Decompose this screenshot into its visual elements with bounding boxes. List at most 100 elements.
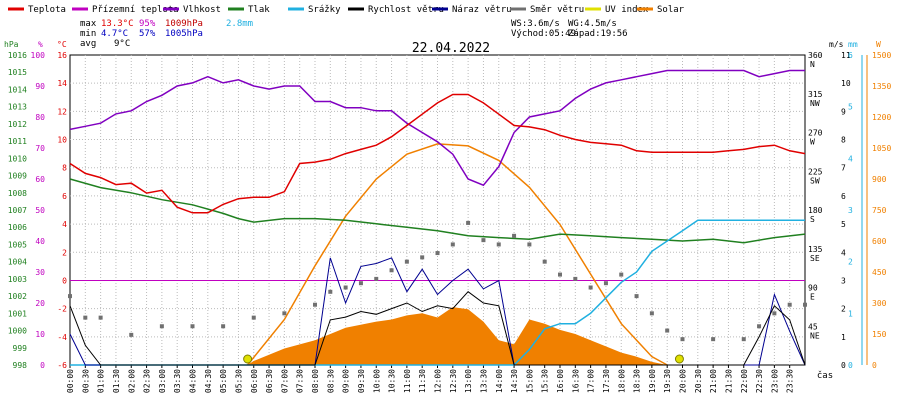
x-tick-label: 14:30 [510, 369, 519, 393]
series-winddir-point [649, 311, 654, 316]
series-winddir-point [665, 328, 670, 333]
x-tick-label: 15:30 [541, 369, 550, 393]
w-tick-label: 600 [872, 237, 887, 246]
temp-tick-label: -4 [57, 333, 67, 342]
x-tick-label: 20:00 [679, 369, 688, 393]
legend-label: UV index [605, 5, 649, 15]
stat-press-min: 1005hPa [165, 29, 203, 39]
dir-tick-label: S [810, 215, 815, 224]
stat-temp-min: 4.7°C [101, 29, 128, 39]
dir-tick-label: NE [810, 331, 820, 340]
hpa-tick-label: 1016 [8, 51, 27, 60]
series-uv-marker [243, 354, 253, 364]
series-winddir-point [757, 324, 762, 329]
series-solar-area [70, 307, 805, 365]
temp-axis-unit: °C [57, 40, 67, 49]
x-tick-label: 00:30 [81, 369, 90, 393]
x-tick-label: 16:30 [571, 369, 580, 393]
series-winddir-point [741, 337, 746, 342]
x-tick-label: 22:30 [755, 369, 764, 393]
x-tick-label: 14:00 [495, 369, 504, 393]
series-winddir-point [221, 324, 226, 329]
series-winddir-point [358, 281, 363, 286]
x-tick-label: 17:30 [602, 369, 611, 393]
series-winddir-point [328, 289, 333, 294]
dir-tick-label: 315 [808, 90, 823, 99]
x-tick-label: 01:00 [97, 369, 106, 393]
series-winddir-point [558, 272, 562, 277]
series-winddir-point [159, 324, 164, 329]
dir-tick-label: 90 [808, 284, 818, 293]
legend-label: Směr větru [530, 5, 584, 15]
temp-tick-label: -2 [57, 305, 67, 314]
stat-avg-label: avg [80, 39, 96, 49]
x-tick-label: 02:30 [143, 369, 152, 393]
ms-tick-label: 0 [841, 361, 846, 370]
x-tick-label: 21:30 [724, 369, 733, 393]
ms-tick-label: 4 [841, 248, 846, 257]
legend-label: Teplota [28, 5, 66, 15]
stat-rain: 2.8mm [226, 19, 253, 29]
series-winddir-point [129, 332, 134, 337]
pct-tick-label: 90 [35, 82, 45, 91]
series-winddir-point [404, 259, 409, 264]
ms-tick-label: 10 [841, 79, 851, 88]
series-winddir-point [450, 242, 455, 247]
series-winddir-point [619, 272, 624, 277]
dir-tick-label: SW [810, 176, 820, 185]
chart-title: 22.04.2022 [412, 41, 490, 56]
x-tick-label: 12:00 [434, 369, 443, 393]
series-winddir-point [420, 255, 425, 260]
stat-temp-max: 13.3°C [101, 19, 134, 29]
w-axis-unit: W [876, 40, 881, 49]
x-tick-label: 04:30 [204, 369, 213, 393]
w-tick-label: 450 [872, 268, 887, 277]
x-tick-label: 18:00 [617, 369, 626, 393]
x-tick-label: 11:00 [403, 369, 412, 393]
hpa-tick-label: 1012 [8, 120, 27, 129]
w-tick-label: 900 [872, 175, 887, 184]
temp-tick-label: 8 [62, 164, 67, 173]
stat-sunrise: Východ:05:49 [511, 29, 576, 39]
pct-tick-label: 50 [35, 206, 45, 215]
hpa-tick-label: 1007 [8, 206, 27, 215]
x-tick-label: 21:00 [709, 369, 718, 393]
mm-tick-label: 5 [848, 103, 853, 112]
x-tick-label: 09:00 [342, 369, 351, 393]
pct-tick-label: 80 [35, 113, 45, 122]
x-tick-label: 04:00 [189, 369, 198, 393]
pct-tick-label: 0 [40, 361, 45, 370]
dir-tick-label: 360 [808, 51, 823, 60]
series-solar-curve [247, 143, 668, 366]
x-tick-label: 13:30 [479, 369, 488, 393]
w-tick-label: 1200 [872, 113, 891, 122]
hpa-tick-label: 1000 [8, 327, 27, 336]
legend-label: Tlak [248, 5, 270, 15]
series-winddir-point [634, 294, 639, 299]
ms-tick-label: 11 [841, 51, 851, 60]
legend-label: Srážky [308, 5, 341, 15]
ms-tick-label: 5 [841, 220, 846, 229]
series-pressure-line [69, 178, 806, 244]
series-uv-marker [674, 354, 684, 364]
mm-tick-label: 4 [848, 154, 853, 163]
series-winddir-point [787, 302, 792, 307]
hpa-tick-label: 1006 [8, 223, 27, 232]
x-tick-label: 00:00 [66, 369, 75, 393]
pct-tick-label: 60 [35, 175, 45, 184]
x-tick-label: 22:00 [740, 369, 749, 393]
dir-tick-label: 225 [808, 167, 823, 176]
temp-tick-label: 10 [57, 136, 67, 145]
series-winddir-point [466, 220, 471, 225]
x-tick-label: 03:30 [173, 369, 182, 393]
x-tick-label: 06:00 [250, 369, 259, 393]
pct-axis-unit: % [38, 40, 43, 49]
x-tick-label: 18:30 [633, 369, 642, 393]
dir-tick-label: W [810, 138, 815, 147]
series-winddir-point [512, 233, 517, 238]
pct-tick-label: 30 [35, 268, 45, 277]
series-temperature-line [69, 93, 806, 214]
temp-tick-label: 4 [62, 220, 67, 229]
dir-tick-label: 180 [808, 206, 823, 215]
hpa-tick-label: 1002 [8, 292, 27, 301]
